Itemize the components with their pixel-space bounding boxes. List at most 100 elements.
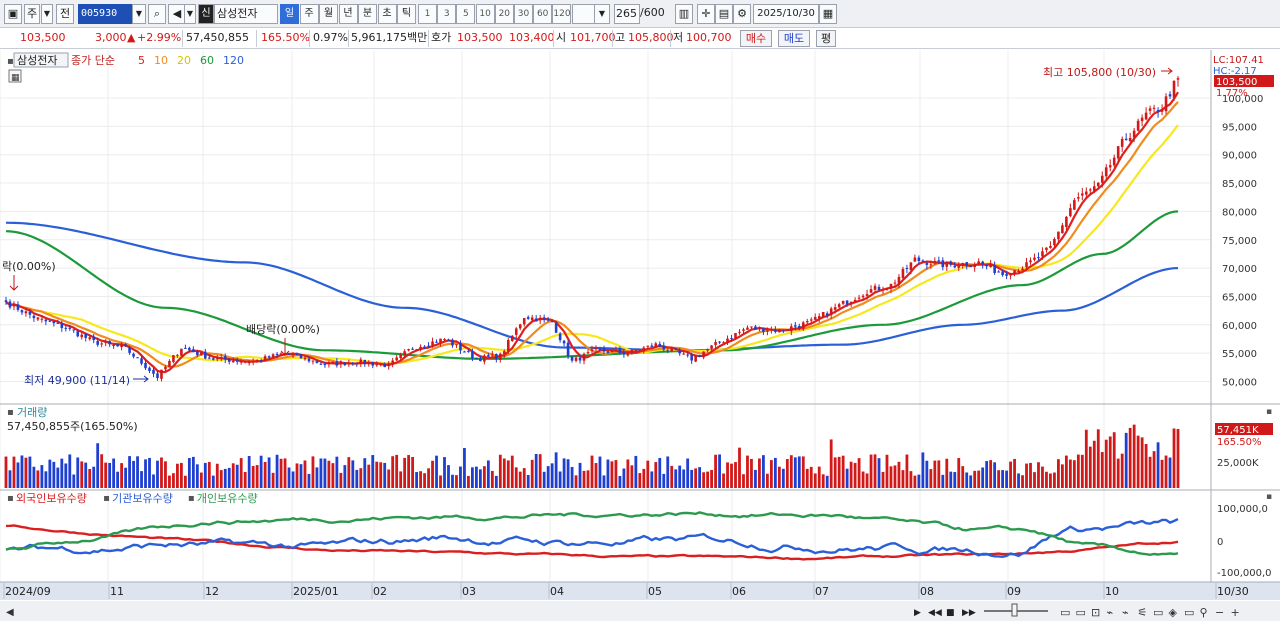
drawing-tool-icon[interactable]: ⊡: [1091, 606, 1100, 619]
interval-button[interactable]: 1: [418, 4, 437, 24]
scroll-bar[interactable]: [0, 601, 1280, 621]
drawing-tool-icon[interactable]: ▭: [1060, 606, 1070, 619]
candle-body: [208, 357, 211, 359]
layout-icon[interactable]: ▣: [4, 4, 22, 24]
calendar-icon[interactable]: ▦: [819, 4, 837, 24]
ma-legend-item[interactable]: 10: [154, 54, 168, 67]
chevron-down-icon[interactable]: ▼: [41, 4, 53, 24]
candle-body: [738, 331, 741, 333]
candle-body: [574, 357, 578, 361]
volume-bar: [933, 460, 937, 488]
drawing-tool-icon[interactable]: ▭: [1184, 606, 1194, 619]
candle-body: [419, 346, 422, 350]
collapse-icon[interactable]: ▪: [7, 56, 14, 67]
candle-body: [76, 331, 80, 337]
volume-bar: [586, 470, 590, 488]
drawing-tool-icon[interactable]: ⚟: [1138, 606, 1148, 619]
sell-button[interactable]: 매도: [778, 30, 810, 47]
scroll-left-icon[interactable]: ◀: [6, 607, 14, 618]
chevron-down-icon[interactable]: ▼: [132, 4, 146, 24]
buy-button[interactable]: 매수: [740, 30, 772, 47]
volume-bar: [64, 463, 68, 488]
interval-button[interactable]: 60: [533, 4, 553, 24]
scroll-control-icon[interactable]: ◀◀: [928, 608, 942, 618]
candle-body: [734, 333, 737, 339]
volume-bar: [865, 473, 869, 488]
period-tab[interactable]: 년: [338, 4, 358, 24]
ma-legend-item[interactable]: 60: [200, 54, 214, 67]
drawing-tool-icon[interactable]: ▭: [1153, 606, 1163, 619]
collapse-icon[interactable]: ▪: [103, 493, 110, 504]
prev-button[interactable]: 전: [56, 4, 74, 24]
ma-legend-item[interactable]: 5: [138, 54, 145, 67]
period-prefix-select[interactable]: 주: [24, 4, 40, 24]
drawing-tool-icon[interactable]: ⌁: [1122, 606, 1129, 619]
crosshair-icon[interactable]: ✛: [697, 4, 715, 24]
volume-bar: [247, 455, 251, 488]
period-tab[interactable]: 분: [358, 4, 377, 24]
ma-legend-item[interactable]: 120: [223, 54, 244, 67]
stock-code-input[interactable]: 005930: [78, 4, 132, 24]
volume-bar: [363, 458, 367, 488]
volume-bar: [562, 458, 566, 488]
chevron-down-icon[interactable]: ▼: [184, 4, 196, 24]
drawing-tool-icon[interactable]: ⚲: [1200, 606, 1208, 619]
candle-body: [941, 260, 945, 268]
stock-name[interactable]: 삼성전자: [214, 4, 278, 24]
eval-button[interactable]: 평: [816, 30, 836, 47]
chevron-down-icon[interactable]: ▼: [594, 4, 610, 24]
ma-legend-item[interactable]: 20: [177, 54, 191, 67]
holdings-legend-item[interactable]: 개인보유수량: [197, 492, 258, 505]
individual-holdings-line: [5, 511, 1179, 557]
chart-title-box[interactable]: [13, 52, 69, 68]
volume-bar: [486, 460, 490, 488]
panel-close-icon[interactable]: ▪: [1266, 492, 1272, 502]
scroll-control-icon[interactable]: ▶: [914, 608, 921, 618]
period-tab[interactable]: 틱: [397, 4, 416, 24]
volume-bar: [714, 454, 717, 488]
candle-body: [794, 325, 797, 327]
interval-button[interactable]: 20: [494, 4, 514, 24]
interval-button[interactable]: 3: [437, 4, 457, 24]
candle-body: [323, 364, 327, 366]
collapse-icon[interactable]: ▪: [7, 493, 14, 504]
interval-button[interactable]: 30: [514, 4, 533, 24]
scroll-control-icon[interactable]: ▶▶: [962, 608, 976, 618]
volume-bar: [893, 465, 897, 488]
interval-button[interactable]: 10: [475, 4, 495, 24]
scroll-control-icon[interactable]: ■: [946, 608, 955, 618]
price-change: 3,000: [95, 31, 127, 44]
period-tab[interactable]: 주: [299, 4, 319, 24]
holdings-legend-item[interactable]: 외국인보유수량: [16, 492, 87, 505]
volume-bar: [702, 472, 706, 488]
high-label: 고: [612, 30, 625, 47]
candle-body: [961, 263, 965, 266]
period-tab[interactable]: 초: [377, 4, 397, 24]
count-input[interactable]: 265: [614, 4, 640, 24]
price-tick-label: 90,000: [1222, 151, 1257, 162]
panel-close-icon[interactable]: ▪: [1266, 407, 1272, 417]
gear-icon[interactable]: ⚙: [733, 4, 751, 24]
collapse-icon[interactable]: ▪: [188, 493, 195, 504]
zoom-slider-thumb[interactable]: [1011, 603, 1018, 617]
interval-button[interactable]: 5: [456, 4, 476, 24]
candle-body: [754, 326, 757, 330]
period-tab[interactable]: 월: [319, 4, 338, 24]
save-icon[interactable]: ▤: [715, 4, 733, 24]
period-tab[interactable]: 일: [280, 4, 299, 24]
chart-type-icon[interactable]: ▥: [675, 4, 693, 24]
drawing-tool-icon[interactable]: −: [1215, 606, 1224, 619]
drawing-tool-icon[interactable]: ▭: [1076, 606, 1086, 619]
candle-body: [546, 319, 550, 321]
volume-bar: [821, 474, 825, 488]
table-icon[interactable]: [8, 69, 22, 83]
holdings-legend-item[interactable]: 기관보유수량: [112, 492, 173, 505]
collapse-icon[interactable]: ▪: [7, 407, 14, 418]
interval-button[interactable]: 120: [552, 4, 572, 24]
drawing-tool-icon[interactable]: ⌁: [1107, 606, 1114, 619]
search-icon[interactable]: ⌕: [148, 4, 166, 24]
drawing-tool-icon[interactable]: ◈: [1169, 606, 1178, 619]
candle-body: [275, 354, 279, 356]
date-input[interactable]: 2025/10/30: [753, 4, 819, 24]
drawing-tool-icon[interactable]: +: [1231, 606, 1240, 619]
